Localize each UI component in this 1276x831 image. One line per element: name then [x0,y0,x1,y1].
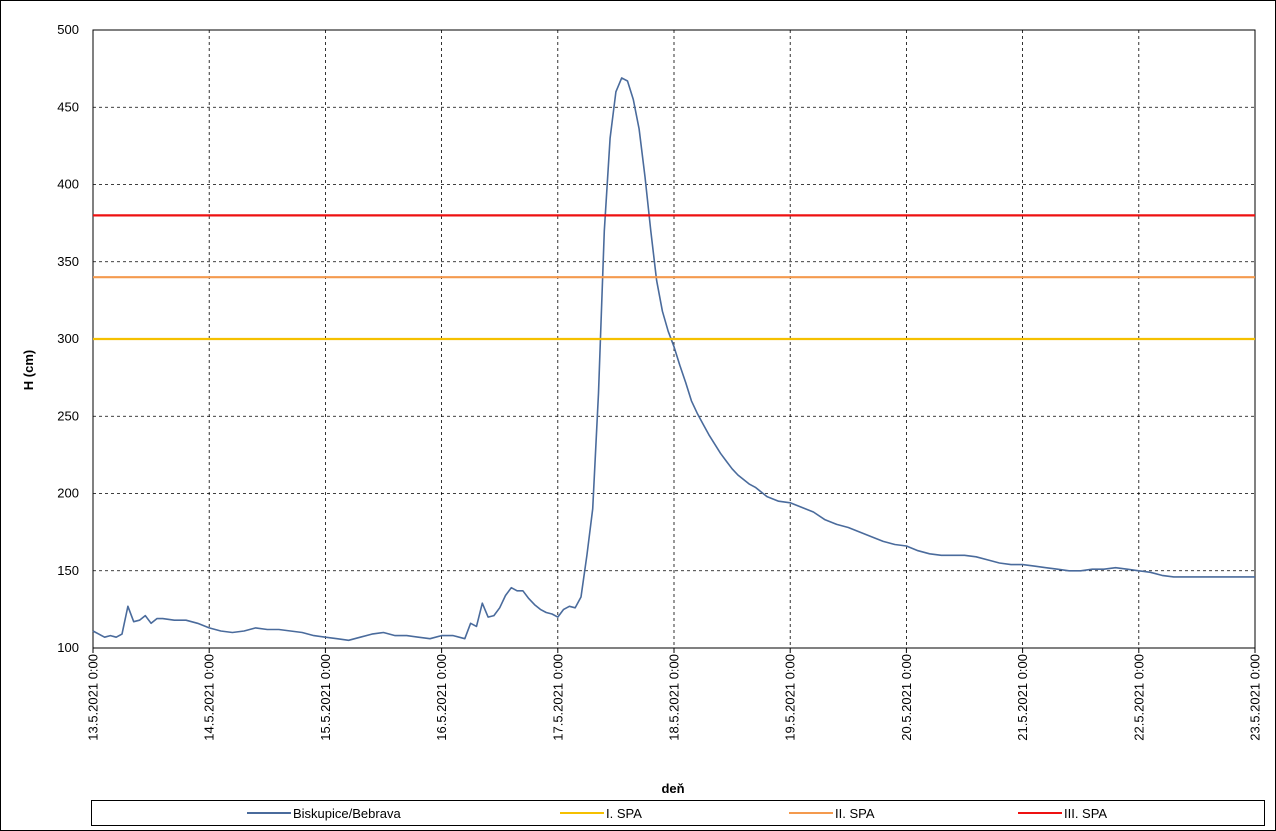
legend: Biskupice/Bebrava I. SPA II. SPA III. SP… [91,800,1265,826]
x-tick-label: 21.5.2021 0:00 [1015,654,1030,741]
x-tick-label: 17.5.2021 0:00 [550,654,565,741]
series-line-biskupice [92,77,1255,642]
y-tick-label: 450 [57,99,79,114]
y-axis-title: H (cm) [21,350,36,390]
legend-item-spa-3: III. SPA [1018,801,1107,825]
x-tick-label: 18.5.2021 0:00 [667,654,682,741]
x-tick-label: 13.5.2021 0:00 [86,654,101,741]
legend-swatch-spa-2 [789,812,833,814]
legend-label-spa-1: I. SPA [606,805,642,821]
legend-swatch-spa-3 [1018,812,1062,814]
x-tick-label: 20.5.2021 0:00 [899,654,914,741]
legend-label-spa-3: III. SPA [1064,805,1108,821]
y-tick-label: 150 [57,563,79,578]
y-tick-label: 300 [57,331,79,346]
legend-swatch-spa-1 [560,812,604,814]
y-tick-label: 200 [57,486,79,501]
x-tick-label: 23.5.2021 0:00 [1248,654,1263,741]
x-axis-title: deň [661,781,684,796]
y-tick-label: 400 [57,177,79,192]
axis-layer: 100 150 200 250 300 350 400 450 500 13.5.2021 0:0… [57,22,1262,741]
x-tick-label: 14.5.2021 0:00 [202,654,217,741]
x-tick-label: 19.5.2021 0:00 [783,654,798,741]
series-layer [92,77,1255,642]
y-tick-label: 100 [57,640,79,655]
legend-swatch-biskupice [247,812,291,814]
legend-item-biskupice: Biskupice/Bebrava [247,801,401,825]
y-tick-label: 350 [57,254,79,269]
y-tick-label: 500 [57,22,79,37]
x-tick-label: 16.5.2021 0:00 [434,654,449,741]
legend-label-biskupice: Biskupice/Bebrava [293,805,401,821]
x-tick-label: 22.5.2021 0:00 [1131,654,1146,741]
legend-item-spa-1: I. SPA [560,801,642,825]
y-tick-label: 250 [57,408,79,423]
legend-item-spa-2: II. SPA [789,801,875,825]
x-tick-label: 15.5.2021 0:00 [318,654,333,741]
legend-label-spa-2: II. SPA [835,805,875,821]
